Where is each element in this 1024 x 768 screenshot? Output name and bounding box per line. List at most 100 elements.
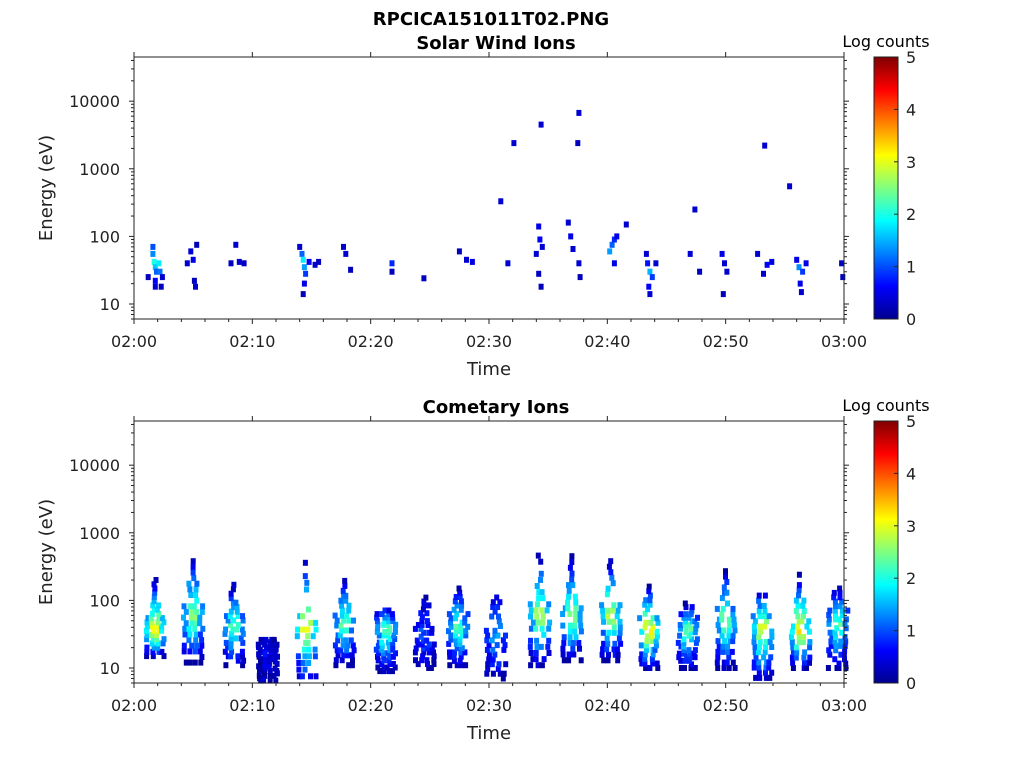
data-cell (797, 280, 803, 287)
x-tick-label: 03:00 (821, 696, 867, 715)
data-cell (426, 641, 432, 648)
data-cell (182, 625, 188, 632)
data-cell (769, 628, 775, 635)
data-cell (344, 612, 349, 619)
data-cell (300, 291, 306, 298)
data-cell (536, 270, 542, 277)
data-cell (386, 668, 392, 675)
data-cell (571, 651, 577, 658)
y-tick-label: 100 (89, 591, 120, 610)
data-cell (386, 657, 392, 664)
data-cell (536, 595, 542, 602)
data-cell (223, 626, 229, 633)
data-cell (838, 620, 844, 627)
data-cells (145, 109, 846, 298)
data-cell (341, 637, 346, 644)
data-cell (193, 620, 199, 627)
data-cell (189, 620, 195, 627)
data-cell (763, 669, 768, 676)
data-cell (188, 592, 194, 598)
data-cell (623, 221, 629, 228)
data-cell (727, 638, 733, 645)
data-cell (839, 598, 845, 605)
data-cell (643, 642, 649, 649)
data-cell (223, 662, 229, 669)
data-cell (540, 595, 546, 602)
data-cell (349, 662, 355, 669)
data-cell (612, 651, 618, 658)
data-cell (769, 644, 775, 650)
data-cell (429, 625, 435, 632)
data-cell (490, 604, 496, 610)
data-cell (149, 632, 155, 638)
data-cell (415, 641, 421, 648)
data-cell (691, 650, 697, 657)
data-cell (638, 642, 644, 649)
data-cell (753, 674, 759, 681)
data-cell (681, 643, 686, 650)
data-cell (642, 610, 648, 617)
data-cell (577, 616, 583, 623)
data-cell (387, 636, 393, 642)
x-tick-label: 02:30 (466, 332, 512, 351)
data-cell (837, 585, 843, 592)
data-cell (800, 268, 806, 275)
data-cell (537, 236, 543, 243)
x-tick-label: 02:40 (584, 696, 630, 715)
data-cell (199, 642, 205, 649)
data-cell (448, 619, 453, 626)
data-cell (719, 595, 725, 602)
data-cell (457, 640, 463, 647)
data-cell (763, 644, 769, 650)
data-cell (453, 632, 458, 639)
data-cell (150, 602, 156, 609)
data-cell (605, 613, 611, 620)
data-cell (730, 632, 736, 639)
data-cell (653, 260, 659, 267)
data-cell (686, 632, 692, 639)
data-cell (498, 198, 504, 205)
data-cell (695, 614, 700, 621)
data-cell (654, 660, 660, 667)
data-cell (302, 666, 308, 673)
data-cell (719, 616, 725, 623)
data-cell (693, 625, 699, 632)
data-cell (827, 651, 833, 658)
data-cell (688, 629, 694, 636)
data-cell (452, 598, 458, 605)
data-cell (755, 250, 761, 257)
data-cell (495, 665, 501, 672)
data-cell (426, 629, 432, 636)
data-cell (606, 563, 612, 570)
data-cell (533, 607, 539, 614)
data-cell (796, 633, 802, 640)
data-cell (569, 559, 575, 565)
data-cell (187, 648, 193, 655)
data-cell (376, 632, 382, 639)
data-cell (757, 644, 762, 650)
data-cell (828, 638, 834, 645)
data-cell (258, 636, 264, 643)
data-cell (190, 558, 196, 565)
data-cell (826, 620, 832, 627)
data-cell (390, 614, 396, 621)
data-cell (752, 649, 758, 656)
data-cell (454, 611, 460, 618)
data-cell (385, 621, 391, 628)
data-cell (224, 613, 229, 620)
data-cell (606, 618, 612, 625)
data-cell (535, 619, 541, 626)
x-tick-label: 02:40 (584, 332, 630, 351)
data-cell (222, 630, 228, 637)
data-cell (714, 605, 720, 612)
data-cell (469, 258, 475, 265)
data-cell (840, 274, 846, 281)
data-cell (605, 585, 611, 592)
data-cell (535, 662, 541, 669)
data-cell (615, 607, 621, 614)
panel-title: Solar Wind Ions (416, 33, 575, 54)
data-cell (334, 617, 340, 624)
data-cell (692, 629, 698, 636)
data-cell (643, 250, 649, 257)
data-cell (725, 648, 730, 655)
